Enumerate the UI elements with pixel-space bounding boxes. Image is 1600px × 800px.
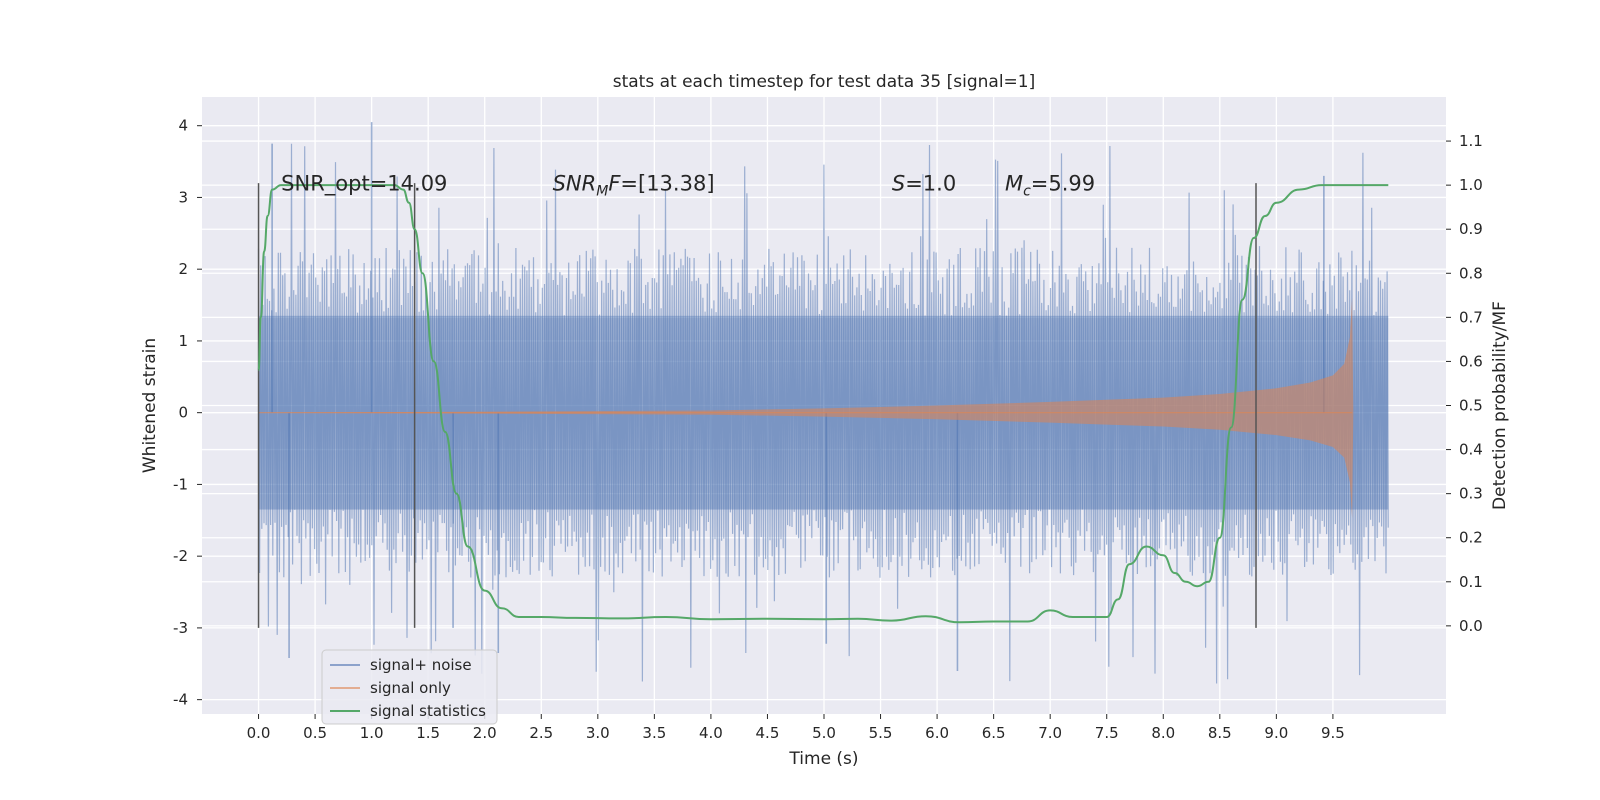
y2-tick-label: 0.6 [1459,352,1483,370]
y-tick-label: 0 [178,404,188,422]
x-tick-label: 4.5 [756,724,780,742]
annotation-s-value: S=1.0 [892,172,956,196]
y2-tick-label: 0.9 [1459,220,1483,238]
x-tick-label: 9.5 [1321,724,1345,742]
y-tick-label: 4 [178,117,188,135]
y2-tick-label: 0.4 [1459,441,1483,459]
axis-ticks: 0.0 0.5 1.0 1.5 2.0 2.5 3.0 3.5 4.0 4.5 5.0 5.5 6.0 6… [173,117,1483,742]
x-tick-label: 7.5 [1095,724,1119,742]
y2-tick-label: 0.5 [1459,397,1483,415]
signal-noise-trace [257,143,1389,684]
legend-entry-signal-noise: signal+ noise [370,656,472,674]
signal-only-envelope [258,297,1354,519]
legend: signal+ noise signal only signal statist… [321,649,498,725]
y-tick-label: -4 [173,691,188,709]
legend-entry-signal-only: signal only [370,679,451,697]
y-tick-label: -3 [173,619,188,637]
x-tick-label: 5.5 [869,724,893,742]
x-tick-label: 5.0 [812,724,836,742]
annotation-snr-opt: SNR_opt=14.09 [281,172,447,197]
annotation-snr-mf: SNRMF=[13.38] [553,172,715,200]
x-tick-label: 1.5 [416,724,440,742]
y-tick-label: 2 [178,260,188,278]
y2-tick-label: 0.7 [1459,308,1483,326]
x-tick-label: 0.5 [303,724,327,742]
x-tick-label: 3.0 [586,724,610,742]
x-axis-label: Time (s) [788,749,858,769]
annotations: SNR_opt=14.09 SNRMF=[13.38] S=1.0 Mc=5.99 [281,172,1095,200]
x-tick-label: 2.5 [529,724,553,742]
x-tick-label: 6.0 [925,724,949,742]
x-tick-label: 1.0 [360,724,384,742]
y-tick-label: -2 [173,547,188,565]
y-tick-label: -1 [173,475,188,493]
signal-statistics-line [257,184,1389,624]
x-tick-label: 8.5 [1208,724,1232,742]
x-tick-label: 3.5 [642,724,666,742]
y-axis-label: Whitened strain [140,338,160,473]
y2-tick-label: 0.8 [1459,264,1483,282]
vertical-markers [257,183,1257,628]
x-tick-label: 7.0 [1038,724,1062,742]
y2-tick-label: 1.1 [1459,132,1483,150]
y2-tick-label: 0.0 [1459,617,1483,635]
x-tick-label: 2.0 [473,724,497,742]
y2-tick-label: 0.1 [1459,573,1483,591]
chart-title: stats at each timestep for test data 35 … [613,72,1036,92]
signal-statistics-series [257,184,1389,624]
y-axis-right-label: Detection probability/MF [1490,301,1510,510]
x-tick-label: 0.0 [247,724,271,742]
y2-tick-label: 0.3 [1459,485,1483,503]
legend-entry-signal-statistics: signal statistics [370,702,486,720]
x-tick-label: 6.5 [982,724,1006,742]
legend-box [321,649,498,725]
y2-tick-label: 0.2 [1459,529,1483,547]
x-tick-label: 8.0 [1151,724,1175,742]
x-tick-label: 4.0 [699,724,723,742]
y-tick-label: 1 [178,332,188,350]
annotation-mc-value: Mc=5.99 [1005,172,1095,200]
x-tick-label: 9.0 [1264,724,1288,742]
y-tick-label: 3 [178,188,188,206]
y2-tick-label: 1.0 [1459,176,1483,194]
